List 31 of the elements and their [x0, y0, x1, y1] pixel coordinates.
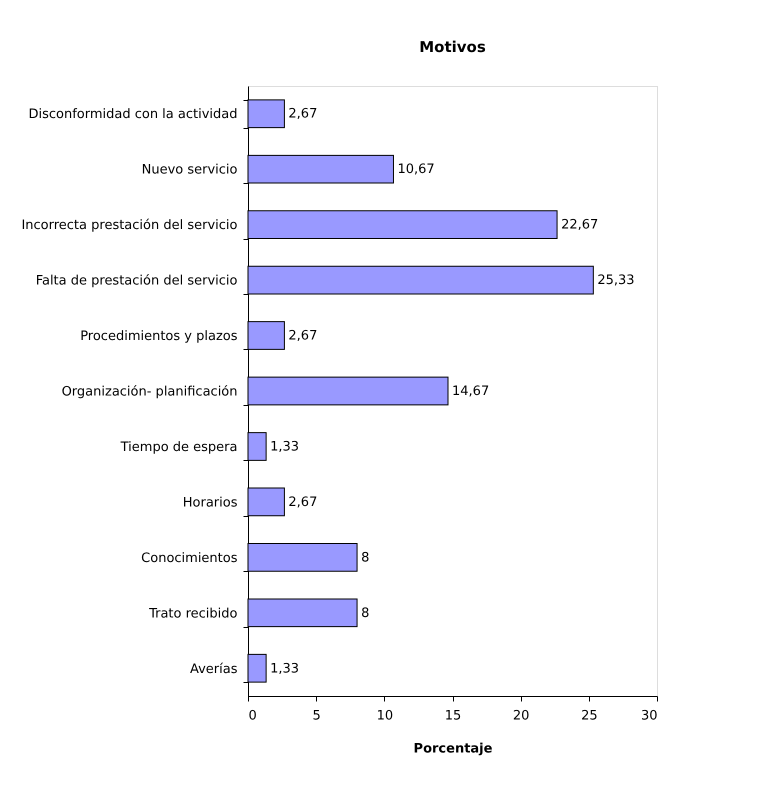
y-tick-label: Falta de prestación del servicio [36, 274, 238, 289]
x-tick-label: 20 [512, 708, 530, 724]
y-tick-label: Trato recibido [148, 606, 238, 622]
data-label: 1,33 [270, 439, 300, 454]
data-label: 2,67 [288, 328, 318, 344]
y-tick-label: Nuevo servicio [142, 162, 238, 178]
y-tick-label: Procedimientos y plazos [80, 329, 238, 344]
data-label: 25,33 [597, 273, 635, 288]
x-tick-label: 15 [444, 708, 462, 724]
data-label: 8 [361, 606, 370, 621]
data-label: 2,67 [288, 106, 318, 122]
y-tick-label: Disconformidad con la actividad [28, 107, 238, 122]
x-tick-label: 10 [376, 708, 394, 724]
x-tick-label: 30 [640, 708, 658, 724]
y-tick-label: Averías [190, 662, 238, 677]
data-label: 8 [361, 550, 370, 566]
data-label: 1,33 [270, 661, 300, 676]
y-tick-label: Organización- planificación [62, 384, 238, 400]
data-label: 2,67 [288, 494, 318, 510]
x-axis-title: Porcentaje [414, 742, 493, 756]
data-label: 14,67 [452, 384, 490, 399]
x-tick-label: 5 [312, 708, 321, 724]
y-tick-label: Horarios [182, 495, 238, 510]
data-label: 22,67 [561, 218, 598, 233]
chart-title: Motivos [419, 38, 486, 56]
y-tick-label: Tiempo de espera [120, 440, 238, 455]
y-tick-label: Incorrecta prestación del servicio [21, 218, 238, 234]
y-tick-label: Conocimientos [141, 550, 238, 566]
x-tick-label: 0 [248, 708, 257, 724]
x-tick-label: 25 [581, 708, 598, 724]
data-label: 10,67 [397, 162, 435, 178]
